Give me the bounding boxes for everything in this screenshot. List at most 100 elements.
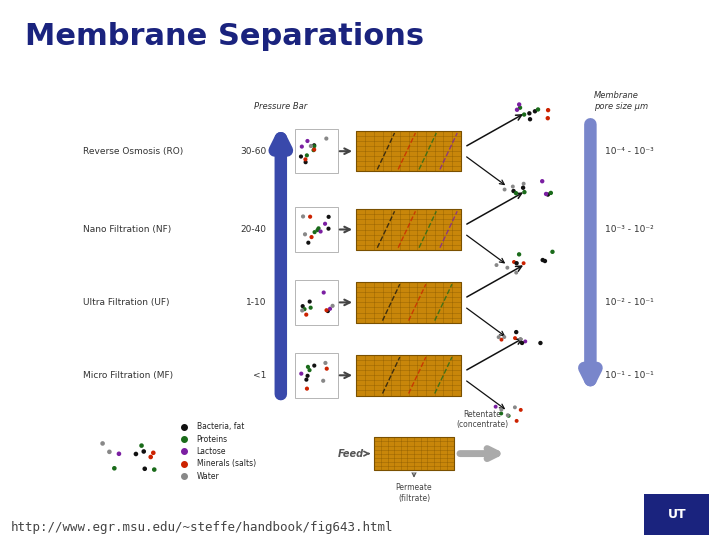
Bar [356, 282, 461, 322]
Point [301, 384, 312, 393]
Point [300, 230, 311, 239]
Point [508, 187, 519, 195]
Point [304, 366, 315, 374]
Point [509, 334, 521, 342]
Point [130, 450, 142, 458]
Point [320, 359, 331, 367]
Point [515, 406, 526, 414]
Point [321, 364, 333, 373]
Point [498, 333, 510, 341]
Text: Membrane Separations: Membrane Separations [25, 22, 424, 51]
Point [109, 464, 120, 472]
Bar [295, 353, 338, 397]
Point [510, 328, 522, 336]
Text: 10⁻² - 10⁻¹: 10⁻² - 10⁻¹ [605, 298, 654, 307]
Point [136, 441, 148, 450]
Point [308, 145, 320, 154]
Point [301, 151, 312, 160]
Point [295, 152, 307, 161]
Point [309, 228, 320, 237]
Point [324, 305, 336, 313]
Text: Micro Filtration (MF): Micro Filtration (MF) [83, 371, 173, 380]
Text: UT: UT [667, 508, 686, 521]
Point [540, 190, 552, 198]
Point [148, 465, 160, 474]
Point [542, 106, 554, 114]
Point [323, 224, 334, 233]
Point [493, 333, 505, 341]
Text: Reverse Osmosis (RO): Reverse Osmosis (RO) [83, 147, 183, 156]
Point [536, 177, 548, 186]
Text: Permeate
(filtrate): Permeate (filtrate) [396, 483, 432, 503]
Point [148, 449, 159, 457]
Point [509, 403, 521, 411]
Point [542, 190, 554, 199]
Text: Pressure Bar: Pressure Bar [254, 102, 307, 111]
Text: Bacteria, fat: Bacteria, fat [197, 422, 244, 431]
Text: 10⁻⁴ - 10⁻³: 10⁻⁴ - 10⁻³ [605, 147, 654, 156]
Point [535, 339, 546, 347]
Point [515, 335, 526, 343]
Point [96, 439, 108, 448]
Point [502, 264, 513, 272]
Point [300, 158, 311, 166]
Point [490, 402, 501, 411]
Text: <1: <1 [253, 371, 266, 380]
Point [520, 337, 531, 346]
Text: 30-60: 30-60 [240, 147, 266, 156]
Point [518, 184, 529, 192]
Point [308, 142, 320, 151]
Point [309, 361, 320, 370]
Point [312, 224, 324, 233]
Point [302, 362, 314, 371]
Point [295, 369, 307, 378]
Point [308, 141, 320, 150]
Point [514, 103, 526, 112]
Point [297, 306, 308, 315]
Point [508, 258, 520, 266]
Point [299, 305, 310, 314]
Point [491, 261, 503, 269]
Bar [295, 207, 338, 252]
Point [297, 212, 309, 221]
Point [507, 182, 518, 191]
Point [319, 219, 330, 228]
Point [532, 105, 544, 114]
Text: http://www.egr.msu.edu/~steffe/handbook/fig643.html: http://www.egr.msu.edu/~steffe/handbook/… [11, 521, 393, 534]
Point [306, 233, 318, 241]
Point [138, 447, 150, 456]
Point [312, 226, 323, 234]
Point [104, 448, 115, 456]
Point [518, 110, 530, 119]
Bar [356, 209, 461, 249]
Point [300, 155, 311, 164]
Text: Feed: Feed [338, 449, 364, 458]
Point [495, 335, 507, 344]
Point [495, 409, 507, 418]
Point [510, 189, 522, 198]
Text: 20-40: 20-40 [240, 225, 266, 234]
Point [518, 179, 529, 188]
Point [304, 297, 315, 306]
Text: Minerals (salts): Minerals (salts) [197, 460, 256, 468]
Text: Nano Filtration (NF): Nano Filtration (NF) [83, 225, 171, 234]
Point [300, 310, 312, 319]
Point [296, 142, 307, 151]
Point [518, 259, 529, 267]
Point [315, 227, 326, 236]
Point [297, 302, 308, 310]
Point [302, 238, 314, 247]
Bar [295, 129, 338, 173]
Point [113, 449, 125, 458]
Point [302, 137, 313, 145]
Point [145, 453, 156, 461]
Text: Lactose: Lactose [197, 447, 226, 456]
Point [524, 115, 536, 124]
Point [523, 109, 535, 118]
Point [307, 146, 319, 154]
Point [510, 268, 522, 277]
Point [537, 256, 549, 265]
Point [510, 259, 522, 267]
Text: 10⁻³ - 10⁻²: 10⁻³ - 10⁻² [605, 225, 654, 234]
Text: 1-10: 1-10 [246, 298, 266, 307]
